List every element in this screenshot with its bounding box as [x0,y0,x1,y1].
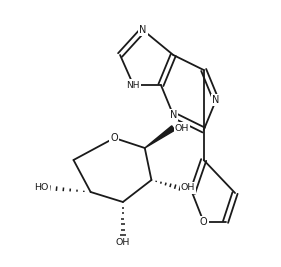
Text: OH: OH [116,238,130,247]
Text: OH: OH [175,124,189,132]
Text: HO: HO [35,183,49,193]
Text: N: N [212,95,220,105]
Text: OH: OH [181,183,195,193]
Text: O: O [200,217,207,227]
Text: N: N [139,25,147,35]
Text: NH: NH [127,80,140,89]
Text: N: N [170,110,177,120]
Polygon shape [145,126,175,148]
Text: O: O [110,133,118,143]
